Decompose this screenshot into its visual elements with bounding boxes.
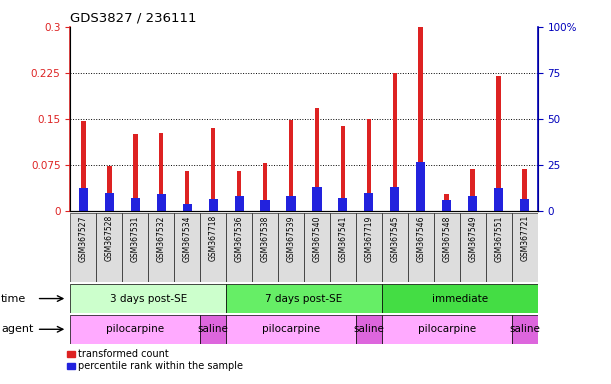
Bar <box>183 204 192 211</box>
FancyBboxPatch shape <box>382 284 538 313</box>
Bar <box>159 132 164 211</box>
Bar <box>442 200 452 211</box>
Legend: transformed count, percentile rank within the sample: transformed count, percentile rank withi… <box>63 346 247 375</box>
Bar <box>235 196 244 211</box>
FancyBboxPatch shape <box>226 213 252 282</box>
FancyBboxPatch shape <box>122 213 148 282</box>
Text: GSM367719: GSM367719 <box>364 215 373 262</box>
Text: GSM367549: GSM367549 <box>468 215 477 262</box>
Text: GSM367721: GSM367721 <box>520 215 529 262</box>
FancyBboxPatch shape <box>70 213 97 282</box>
Bar <box>470 169 475 211</box>
FancyBboxPatch shape <box>70 284 226 313</box>
Text: pilocarpine: pilocarpine <box>262 324 320 334</box>
FancyBboxPatch shape <box>356 213 382 282</box>
Bar <box>288 120 293 211</box>
Bar <box>392 73 397 211</box>
Bar <box>260 200 269 211</box>
Text: GSM367531: GSM367531 <box>131 215 140 262</box>
Bar <box>156 194 166 211</box>
Text: GSM367534: GSM367534 <box>183 215 192 262</box>
FancyBboxPatch shape <box>252 213 278 282</box>
Bar <box>496 76 501 211</box>
Bar <box>236 171 241 211</box>
Bar <box>107 166 112 211</box>
Text: pilocarpine: pilocarpine <box>106 324 164 334</box>
FancyBboxPatch shape <box>226 315 356 344</box>
Text: GSM367541: GSM367541 <box>338 215 348 262</box>
Text: 7 days post-SE: 7 days post-SE <box>265 293 343 304</box>
Bar <box>364 193 373 211</box>
Bar <box>263 163 268 211</box>
Text: GSM367536: GSM367536 <box>235 215 244 262</box>
FancyBboxPatch shape <box>174 213 200 282</box>
Text: GDS3827 / 236111: GDS3827 / 236111 <box>70 12 197 25</box>
FancyBboxPatch shape <box>330 213 356 282</box>
Bar <box>185 171 189 211</box>
Text: saline: saline <box>197 324 229 334</box>
FancyBboxPatch shape <box>486 213 512 282</box>
FancyBboxPatch shape <box>459 213 486 282</box>
Text: pilocarpine: pilocarpine <box>418 324 476 334</box>
Bar <box>287 196 296 211</box>
Text: GSM367539: GSM367539 <box>287 215 296 262</box>
Bar <box>340 126 345 211</box>
Text: GSM367538: GSM367538 <box>260 215 269 262</box>
FancyBboxPatch shape <box>200 213 226 282</box>
FancyBboxPatch shape <box>304 213 330 282</box>
Bar <box>367 119 371 211</box>
Text: GSM367527: GSM367527 <box>79 215 88 262</box>
FancyBboxPatch shape <box>148 213 174 282</box>
Text: agent: agent <box>1 324 34 334</box>
Bar <box>390 187 400 211</box>
Bar <box>522 169 527 211</box>
Text: GSM367548: GSM367548 <box>442 215 452 262</box>
Bar <box>104 193 114 211</box>
Text: GSM367551: GSM367551 <box>494 215 503 262</box>
Text: 3 days post-SE: 3 days post-SE <box>109 293 187 304</box>
Text: GSM367718: GSM367718 <box>208 215 218 262</box>
Bar <box>208 199 218 211</box>
FancyBboxPatch shape <box>408 213 434 282</box>
Text: GSM367546: GSM367546 <box>416 215 425 262</box>
FancyBboxPatch shape <box>200 315 226 344</box>
Text: saline: saline <box>509 324 540 334</box>
Bar <box>468 196 477 211</box>
FancyBboxPatch shape <box>512 315 538 344</box>
Bar <box>338 198 348 211</box>
FancyBboxPatch shape <box>226 284 382 313</box>
Text: time: time <box>1 293 26 304</box>
Bar <box>315 108 320 211</box>
Text: GSM367540: GSM367540 <box>312 215 321 262</box>
Bar <box>416 162 425 211</box>
FancyBboxPatch shape <box>278 213 304 282</box>
Bar <box>133 134 137 211</box>
FancyBboxPatch shape <box>434 213 459 282</box>
FancyBboxPatch shape <box>356 315 382 344</box>
FancyBboxPatch shape <box>70 315 200 344</box>
Text: GSM367545: GSM367545 <box>390 215 400 262</box>
Bar <box>211 128 216 211</box>
Text: GSM367532: GSM367532 <box>156 215 166 262</box>
FancyBboxPatch shape <box>382 213 408 282</box>
Bar <box>520 199 529 211</box>
Bar <box>312 187 321 211</box>
Bar <box>131 198 140 211</box>
Text: saline: saline <box>353 324 384 334</box>
Bar <box>81 121 86 211</box>
FancyBboxPatch shape <box>382 315 512 344</box>
Bar <box>494 188 503 211</box>
FancyBboxPatch shape <box>97 213 122 282</box>
Bar <box>444 194 449 211</box>
Bar <box>419 27 423 211</box>
Bar <box>79 188 88 211</box>
FancyBboxPatch shape <box>512 213 538 282</box>
Text: immediate: immediate <box>432 293 488 304</box>
Text: GSM367528: GSM367528 <box>104 215 114 262</box>
